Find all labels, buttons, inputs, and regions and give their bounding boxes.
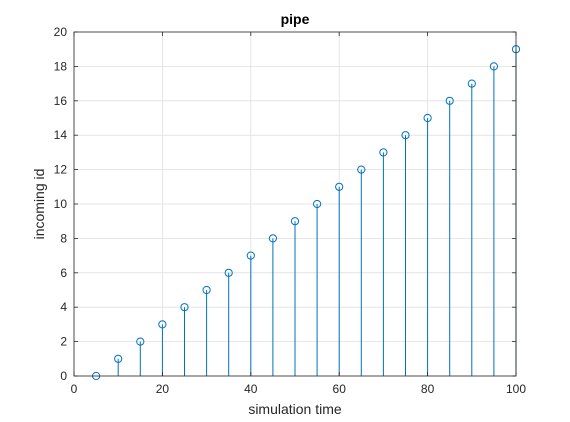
stem-marker [379,148,388,157]
y-tick-label: 6 [60,266,67,280]
x-tick-label: 60 [333,382,347,396]
stem-marker [158,320,167,329]
stem-marker [246,251,255,260]
x-tick-label: 20 [156,382,170,396]
stem-marker [114,354,123,363]
x-tick-label: 80 [421,382,435,396]
stem-marker [445,96,454,105]
stem-marker [489,62,498,71]
ticks [73,31,517,377]
y-tick-label: 0 [60,369,67,383]
stem-marker [467,79,476,88]
stem-marker [290,217,300,226]
y-tick-labels: 0 2 4 6 8 10 12 14 16 18 20 [54,25,68,383]
y-tick-label: 14 [54,128,68,142]
y-tick-label: 10 [54,197,68,211]
y-tick-label: 16 [54,94,68,108]
stem-marker [313,199,322,209]
y-tick-label: 18 [54,59,68,73]
stem-marker [224,268,233,277]
stem-marker [268,234,277,243]
stem-marker [136,337,145,346]
y-tick-label: 12 [54,163,68,177]
x-axis-label: simulation time [248,401,342,417]
stem-marker [401,131,410,140]
x-tick-label: 0 [71,382,78,396]
stem-marker [202,285,211,295]
y-tick-label: 2 [60,335,67,349]
stem-marker [180,303,189,312]
y-tick-label: 4 [60,300,67,314]
x-tick-label: 100 [506,382,526,396]
x-tick-labels: 0 20 40 60 80 100 [71,382,527,396]
stem-marker [423,113,432,123]
stem-marker [357,165,366,174]
chart-title: pipe [281,11,310,27]
y-tick-label: 20 [54,25,68,39]
stem-marker [335,182,344,191]
y-axis-label: incoming id [31,169,47,240]
y-tick-label: 8 [60,231,67,245]
x-tick-label: 40 [244,382,258,396]
